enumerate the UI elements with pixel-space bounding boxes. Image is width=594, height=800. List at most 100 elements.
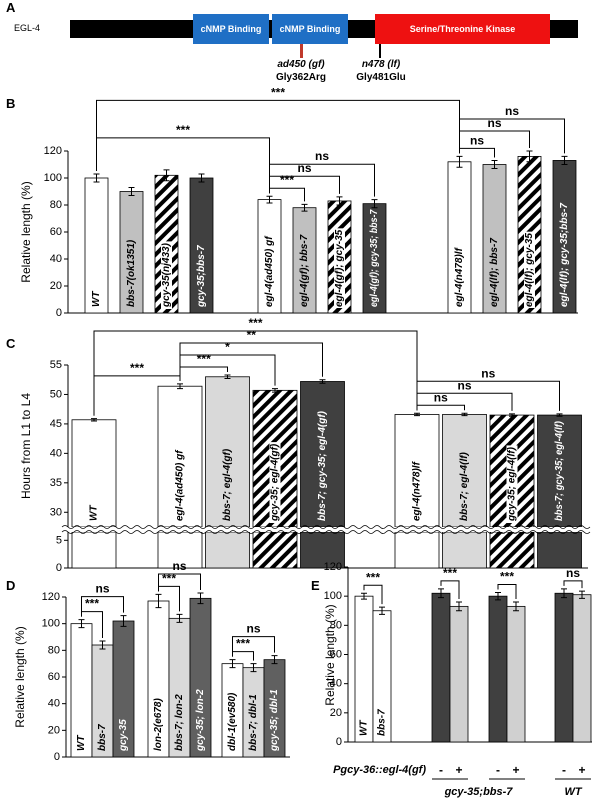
significance-label: ns — [172, 559, 186, 573]
error-bar — [509, 413, 515, 417]
bar-label-group: WT — [76, 735, 87, 751]
aa-change: Gly481Glu — [356, 72, 406, 83]
bar — [394, 414, 440, 528]
panel-letter: C — [6, 336, 16, 351]
error-bar — [379, 606, 385, 615]
bar — [537, 414, 582, 528]
bar-label-group: egl-4(gf); gcy-35 — [334, 228, 345, 308]
bar-label-group: egl-4(n478)lf — [454, 246, 465, 307]
bar-label: gcy-35; dbl-1 — [269, 689, 280, 752]
bar-label: egl-4(gf); gcy-35; bbs-7 — [369, 209, 380, 307]
bar-label: egl-4(gf); gcy-35 — [334, 229, 345, 307]
sign: - — [562, 763, 566, 777]
significance-bracket — [158, 573, 201, 592]
bar-label-group: egl-4(gf); gcy-35; bbs-7 — [369, 209, 380, 307]
bar-label: egl-4(ad450) gf — [175, 449, 186, 521]
significance-bracket — [96, 99, 460, 171]
mutation-marker — [379, 44, 381, 58]
break-line — [61, 530, 591, 534]
bar-label-group: gcy-35; egl-4(gf) — [269, 442, 281, 523]
bar-label: gcy-35;bbs-7 — [196, 245, 207, 308]
significance-bracket — [440, 580, 460, 599]
panel-letter: D — [6, 578, 15, 593]
error-bar — [266, 195, 273, 204]
significance-bracket — [563, 580, 583, 589]
sign: - — [496, 763, 500, 777]
bar-label: lon-2(e678) — [153, 698, 164, 751]
y-tick-label: 100 — [324, 590, 342, 602]
bar-label-group: WT — [359, 720, 370, 736]
y-tick-label: 100 — [44, 172, 62, 184]
bar — [572, 594, 592, 743]
label-background — [334, 228, 345, 308]
y-tick-label: 20 — [50, 280, 62, 292]
y-axis-label: Relative length (%) — [13, 626, 27, 727]
bar-label: gcy-35; lon-2 — [195, 689, 206, 752]
y-tick-label: 35 — [50, 477, 62, 489]
bar-base — [537, 531, 582, 569]
bar-label-group: bbs-7(ok1351) — [126, 239, 137, 307]
y-tick-label: 0 — [56, 562, 62, 574]
sign: + — [578, 763, 585, 777]
significance-bracket — [363, 584, 383, 605]
bar-label-group: gcy-35; dbl-1 — [269, 689, 280, 752]
allele: n478 (lf) — [361, 59, 401, 70]
bar-label-group: WT — [89, 505, 100, 521]
y-tick-label: 20 — [330, 707, 342, 719]
aa-change: Gly362Arg — [275, 72, 327, 83]
y-tick-label: 60 — [50, 226, 62, 238]
bar-label: bbs-7(ok1351) — [126, 239, 137, 307]
error-bar — [271, 655, 278, 665]
bar — [449, 605, 469, 743]
significance-label: *** — [366, 570, 380, 584]
significance-label: *** — [176, 123, 190, 137]
bar-label: bbs-7; gcy-35; egl-4(gf) — [317, 410, 328, 521]
bar-label: bbs-7; egl-4(gf) — [222, 448, 233, 521]
bar-label: bbs-7; dbl-1 — [248, 694, 259, 751]
y-tick-label: 80 — [330, 619, 342, 631]
bar — [554, 592, 574, 743]
error-bar — [438, 588, 444, 599]
bar — [442, 414, 487, 528]
error-bar — [371, 199, 378, 209]
bar-label-group: bbs-7; gcy-35; egl-4(lf) — [554, 420, 565, 521]
error-bar — [272, 388, 278, 393]
y-tick-label: 100 — [42, 618, 60, 630]
significance-label: *** — [85, 597, 99, 611]
significance-bracket — [416, 380, 560, 411]
error-bar — [526, 150, 533, 163]
bar-label-group: bbs-7; egl-4(lf) — [459, 451, 470, 521]
mutation-marker — [300, 44, 303, 58]
bar-label-group: WT — [91, 291, 102, 307]
bar-label-group: bbs-7; gcy-35; egl-4(gf) — [317, 410, 328, 521]
y-tick-label: 40 — [50, 253, 62, 265]
break-line — [61, 525, 591, 529]
bar-label: egl-4(ad450) gf — [264, 235, 275, 307]
bar-label-group: bbs-7; egl-4(gf) — [222, 448, 233, 521]
error-bar — [198, 173, 205, 183]
bar-label-group: gcy-35;bbs-7 — [196, 245, 207, 308]
significance-label: *** — [130, 361, 144, 375]
significance-bracket — [81, 596, 124, 617]
bar-label-group: dbl-1(ev580) — [227, 692, 238, 751]
error-bar — [224, 374, 231, 380]
significance-label: ns — [297, 161, 311, 175]
bar-label: egl-4(lf); gcy-35;bbs-7 — [559, 203, 570, 307]
error-bar — [336, 196, 343, 206]
error-bar — [556, 413, 563, 417]
label-background — [161, 241, 172, 309]
significance-label: ns — [434, 390, 448, 404]
y-tick-label: 0 — [54, 751, 60, 763]
panel-a: A EGL-4 cNMP Binding cNMP Binding Serine… — [0, 0, 594, 95]
bar-label-group: bbs-7 — [97, 724, 108, 751]
bar — [71, 419, 117, 528]
error-bar — [361, 592, 367, 600]
error-bar — [91, 418, 97, 422]
error-bar — [78, 619, 85, 629]
bar-base — [489, 531, 535, 569]
y-tick-label: 120 — [44, 145, 62, 157]
significance-label: ns — [487, 116, 501, 130]
y-tick-label: 0 — [56, 307, 62, 319]
